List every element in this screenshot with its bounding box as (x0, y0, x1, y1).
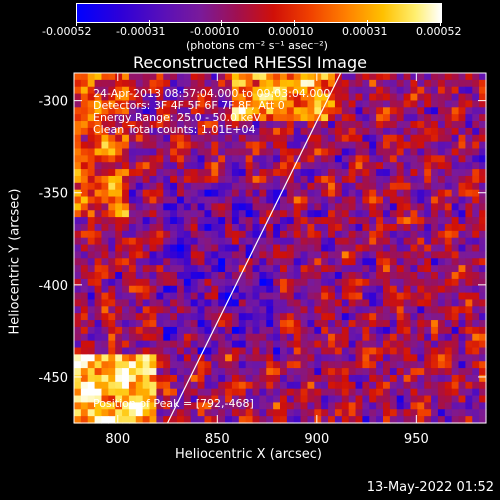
y-tick-label: -400 (38, 279, 68, 294)
y-tick-label: -350 (38, 187, 68, 202)
y-axis-label: Heliocentric Y (arcsec) (7, 188, 23, 335)
y-tick-label: -300 (38, 95, 68, 110)
colorbar-tick-label: 0.00031 (342, 25, 388, 38)
annotation-detectors: Detectors: 3F 4F 5F 6F 7F 8F, Att 0 (93, 99, 285, 112)
annotation-clean: Clean Total counts: 1.01E+04 (93, 123, 256, 136)
peak-position-label: Position of Peak = [792,-468] (93, 397, 254, 410)
x-tick-label: 950 (404, 432, 429, 447)
colorbar (76, 3, 442, 23)
footer-timestamp: 13-May-2022 01:52 (366, 480, 494, 495)
colorbar-tick-label: -0.00031 (116, 25, 166, 38)
x-tick-label: 850 (205, 432, 230, 447)
colorbar-tick-label: 0.00052 (416, 25, 462, 38)
colorbar-tick-label: -0.00010 (190, 25, 240, 38)
x-tick-label: 800 (105, 432, 130, 447)
y-tick-label: -450 (38, 371, 68, 386)
x-axis-label: Heliocentric X (arcsec) (175, 447, 322, 462)
chart-title: Reconstructed RHESSI Image (133, 53, 367, 72)
colorbar-tick-label: -0.00052 (42, 25, 92, 38)
annotation-energy: Energy Range: 25.0 - 50.0 keV (93, 111, 261, 124)
colorbar-units: (photons cm⁻² s⁻¹ asec⁻²) (186, 39, 328, 52)
x-tick-label: 900 (304, 432, 329, 447)
colorbar-ticks (0, 20, 500, 30)
plot-frame (73, 72, 487, 424)
colorbar-tick-label: 0.00010 (268, 25, 314, 38)
limb-line (167, 72, 342, 424)
annotation-time: 24-Apr-2013 08:57:04.000 to 09:03:04.000 (93, 87, 331, 100)
